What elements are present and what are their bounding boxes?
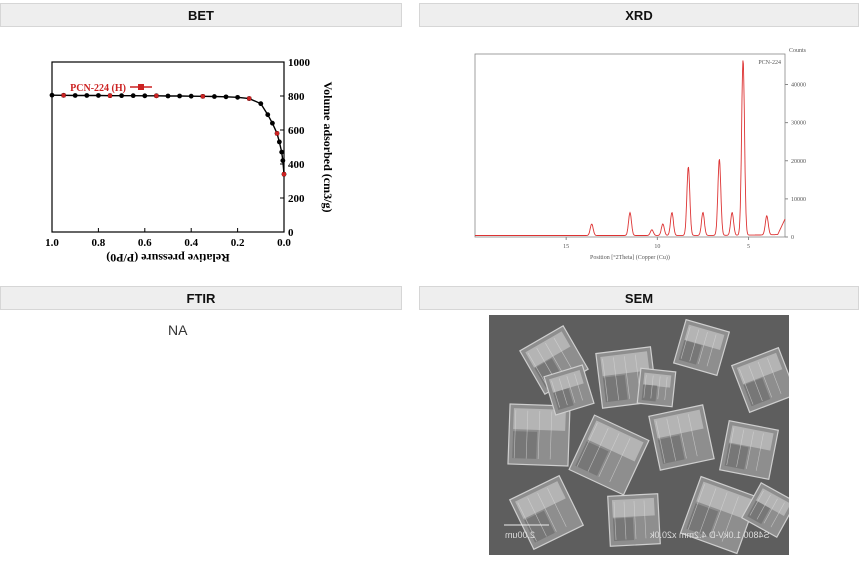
sem-crystal: [507, 403, 571, 467]
ftir-value: NA: [168, 322, 188, 338]
xrd-chart-svg: Counts PCN-224 0 10000 20000 30000 40000 5 10 15 P…: [474, 48, 807, 261]
bet-point: [235, 94, 241, 100]
xrd-plot-frame: [474, 53, 786, 238]
bet-point: [265, 112, 271, 118]
bet-x-tick-label: 0.0: [277, 237, 291, 249]
sem-crystal: [730, 346, 789, 414]
xrd-chart: Counts PCN-224 0 10000 20000 30000 40000 5 10 15 P…: [455, 42, 830, 272]
xrd-series-line: [475, 60, 786, 236]
xrd-y-tick-label: 40000: [791, 83, 806, 89]
bet-x-tick-label: 0.6: [138, 237, 152, 249]
bet-point-marker: [154, 93, 159, 98]
xrd-y-tick-label: 20000: [791, 159, 806, 165]
bet-y-tick-label: 800: [288, 91, 305, 103]
bet-point: [280, 158, 286, 163]
bet-point: [96, 93, 101, 98]
bet-point-marker: [275, 131, 280, 136]
bet-x-axis-label: Relative pressure (P/P0): [106, 251, 230, 265]
xrd-x-axis-label: Position [°2Theta] (Copper (Cu)): [590, 254, 670, 261]
sem-crystal: [672, 318, 731, 377]
bet-y-tick-label: 1000: [288, 57, 311, 69]
bet-point-marker: [247, 96, 252, 101]
bet-chart-svg: 0.0 0.2 0.4 0.6 0.8 1.0 0 200 400 600 800 1000 Relat…: [45, 57, 335, 265]
bet-point: [72, 93, 78, 98]
bet-point: [188, 93, 194, 99]
xrd-series-title: PCN-224: [758, 60, 781, 66]
bet-point-marker: [282, 172, 286, 177]
xrd-x-tick-label: 15: [563, 244, 569, 250]
sem-image: [489, 315, 789, 555]
bet-chart: 0.0 0.2 0.4 0.6 0.8 1.0 0 200 400 600 800 1000 Relat…: [30, 52, 340, 267]
sem-crystal: [568, 414, 650, 496]
bet-point: [142, 93, 148, 99]
sem-crystal: [718, 419, 780, 481]
sem-texture: [504, 318, 789, 555]
sem-crystal: [648, 404, 715, 471]
bet-legend-label: PCN-224 (H): [70, 83, 126, 94]
sem-header: SEM: [419, 286, 859, 310]
xrd-y-axis-label: Counts: [789, 48, 807, 54]
xrd-x-tick-label: 10: [654, 244, 660, 250]
bet-plot-frame: [51, 61, 285, 233]
bet-y-tick-label: 200: [288, 193, 305, 205]
xrd-y-tick-label: 0: [791, 235, 794, 241]
ftir-header: FTIR: [0, 286, 402, 310]
bet-legend-marker: [138, 84, 144, 90]
bet-x-tick-label: 0.4: [184, 237, 198, 249]
xrd-x-tick-label: 5: [747, 244, 750, 250]
sem-scale-label: 2.00um: [505, 530, 536, 540]
bet-x-tick-label: 0.8: [92, 237, 106, 249]
bet-point: [165, 93, 171, 99]
sem-crystal: [740, 481, 789, 539]
sem-crystal: [636, 367, 677, 408]
xrd-y-tick-label: 10000: [791, 197, 806, 203]
bet-point: [177, 93, 183, 99]
xrd-header: XRD: [419, 3, 859, 27]
sem-crystal: [508, 474, 585, 551]
sem-meta-label: S4800 1.0kV-D 4.2mm x20.0k: [650, 530, 770, 540]
bet-point: [84, 93, 90, 98]
bet-point: [223, 94, 229, 100]
sem-crystal: [679, 475, 759, 555]
bet-y-tick-label: 400: [288, 159, 305, 171]
bet-y-axis-label: Volume adsorbed (cm3/g): [321, 82, 335, 213]
bet-point-marker: [200, 94, 205, 99]
bet-point: [270, 120, 275, 126]
bet-y-tick-label: 600: [288, 125, 305, 137]
bet-point: [119, 93, 124, 99]
bet-point-marker: [61, 93, 66, 98]
bet-header: BET: [0, 3, 402, 27]
bet-point: [258, 101, 264, 107]
sem-crystal: [607, 493, 661, 547]
xrd-y-tick-label: 30000: [791, 121, 806, 127]
sem-crystal: [543, 364, 595, 416]
bet-x-tick-label: 1.0: [45, 237, 59, 249]
bet-point-marker: [108, 93, 112, 98]
bet-point: [276, 139, 282, 145]
bet-point: [212, 94, 217, 99]
bet-x-tick-label: 0.2: [231, 237, 245, 249]
bet-series-line: [51, 94, 285, 175]
bet-point: [49, 92, 55, 98]
bet-point: [279, 149, 285, 155]
bet-point: [130, 93, 136, 99]
bet-y-tick-label: 0: [288, 227, 294, 239]
